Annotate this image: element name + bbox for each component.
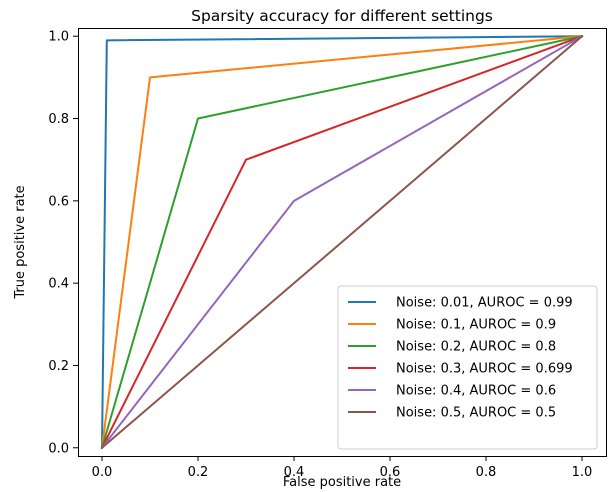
legend-entry-3: Noise: 0.2, AUROC = 0.8 bbox=[396, 340, 556, 355]
y-tick-label: 0.8 bbox=[48, 112, 69, 127]
x-tick-label: 0.4 bbox=[284, 465, 305, 480]
legend-entry-2: Noise: 0.1, AUROC = 0.9 bbox=[396, 318, 556, 333]
series-line-5 bbox=[100, 34, 584, 450]
legend-entry-6: Noise: 0.5, AUROC = 0.5 bbox=[396, 406, 556, 421]
chart-title: Sparsity accuracy for different settings bbox=[191, 7, 493, 25]
series-line-2 bbox=[100, 35, 584, 449]
legend-entry-5: Noise: 0.4, AUROC = 0.6 bbox=[396, 384, 556, 399]
x-tick-label: 0.6 bbox=[380, 465, 401, 480]
series-line-3 bbox=[100, 35, 584, 450]
y-tick-label: 0.2 bbox=[48, 359, 69, 374]
ticks-layer: 0.0 0.2 0.4 0.6 0.8 1.0 0.0 0.2 0.4 0.6 0.8 1.0 bbox=[48, 30, 592, 480]
series-layer bbox=[100, 34, 584, 450]
legend-entry-4: Noise: 0.3, AUROC = 0.699 bbox=[396, 362, 573, 377]
y-axis-label: True positive rate bbox=[13, 185, 28, 299]
legend: Noise: 0.01, AUROC = 0.99 Noise: 0.1, AUR… bbox=[337, 285, 598, 450]
x-axis-label: False positive rate bbox=[283, 475, 401, 490]
legend-box bbox=[337, 285, 598, 450]
x-tick-label: 0.0 bbox=[92, 465, 113, 480]
series-line-1 bbox=[100, 35, 584, 449]
x-tick-label: 1.0 bbox=[572, 465, 593, 480]
legend-entry-1: Noise: 0.01, AUROC = 0.99 bbox=[396, 296, 573, 311]
y-tick-label: 1.0 bbox=[48, 30, 69, 45]
x-tick-label: 0.8 bbox=[476, 465, 497, 480]
y-tick-label: 0.6 bbox=[48, 194, 69, 209]
plot-frame bbox=[78, 28, 607, 457]
series-line-6 bbox=[100, 34, 584, 450]
y-tick-label: 0.0 bbox=[48, 441, 69, 456]
series-line-4 bbox=[100, 34, 584, 450]
x-tick-label: 0.2 bbox=[188, 465, 209, 480]
y-tick-label: 0.4 bbox=[48, 277, 69, 292]
